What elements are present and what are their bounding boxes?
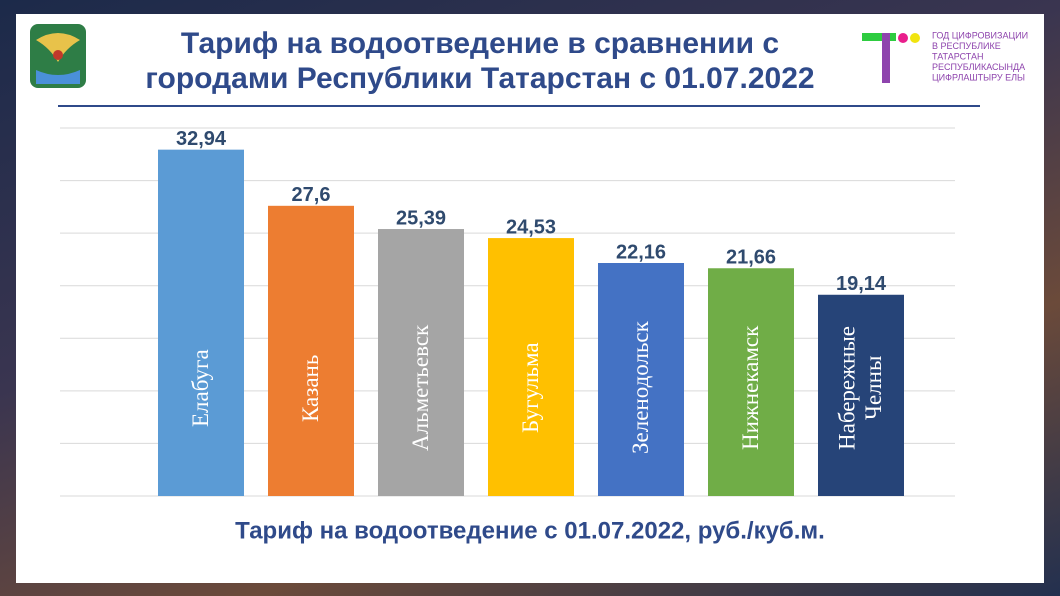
logo-text: РЕСПУБЛИКАСЫНДА <box>932 62 1025 72</box>
logo-text: ЦИФРЛАШТЫРУ ЕЛЫ <box>932 72 1025 82</box>
year-logo <box>862 33 920 83</box>
category-label: Казань <box>297 354 323 422</box>
bar <box>378 229 464 496</box>
value-label: 32,94 <box>176 128 227 150</box>
bar <box>818 294 904 496</box>
value-label: 19,14 <box>836 273 887 295</box>
category-label: Бугульма <box>517 342 543 434</box>
logo-text: ТАТАРСТАН <box>932 51 984 61</box>
category-label: Елабуга <box>187 349 213 427</box>
bar <box>158 149 244 496</box>
chart-title: Тариф на водоотведение в сравнении с <box>181 27 779 60</box>
crest <box>30 24 86 88</box>
chart-title: городами Республики Татарстан с 01.07.20… <box>145 62 814 95</box>
x-axis-label: Тариф на водоотведение с 01.07.2022, руб… <box>235 517 825 544</box>
bar <box>488 238 574 496</box>
value-label: 22,16 <box>616 241 666 263</box>
logo-text: ГОД ЦИФРОВИЗАЦИИ <box>932 30 1028 40</box>
value-label: 27,6 <box>292 184 331 206</box>
bar <box>708 268 794 496</box>
bar <box>598 263 684 496</box>
value-label: 21,66 <box>726 247 776 269</box>
bar <box>268 205 354 496</box>
category-label: Нижнекамск <box>737 325 763 451</box>
category-label: Альметьевск <box>407 324 433 452</box>
value-label: 24,53 <box>506 216 556 238</box>
category-label: Набережные Челны <box>834 326 886 450</box>
logo-text: В РЕСПУБЛИКЕ <box>932 41 1001 51</box>
category-label: Зеленодольск <box>627 321 653 455</box>
value-label: 25,39 <box>396 207 446 229</box>
